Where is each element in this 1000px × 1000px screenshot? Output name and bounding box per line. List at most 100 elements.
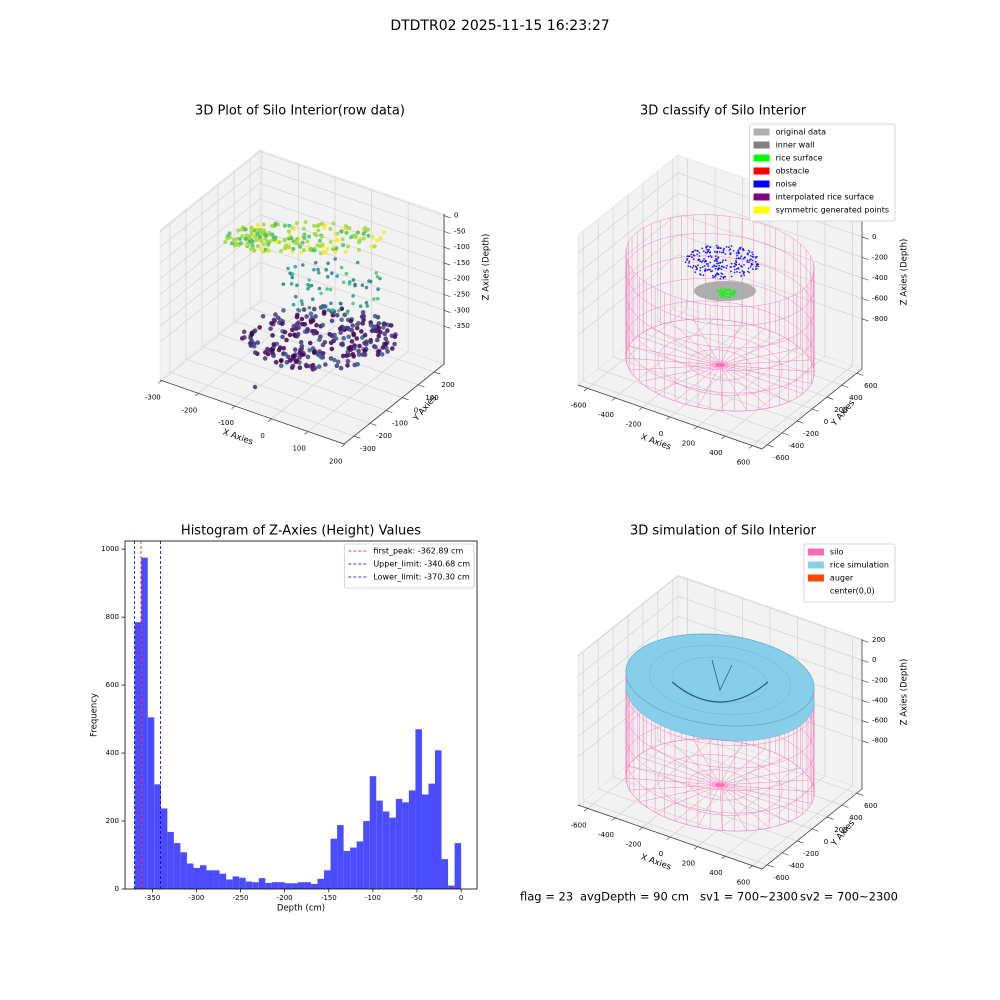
point-cloud-texture xyxy=(712,276,715,279)
point-cloud-texture xyxy=(358,304,363,309)
point-cloud-texture xyxy=(319,291,323,296)
tick-mark xyxy=(194,393,199,397)
point-cloud-texture xyxy=(389,333,395,339)
decoration xyxy=(223,220,398,390)
bar xyxy=(317,878,325,889)
bar xyxy=(284,883,292,889)
tick-mark xyxy=(638,407,643,411)
point-cloud-texture xyxy=(320,322,326,328)
silo-floor-ring xyxy=(657,334,783,396)
point-cloud-texture xyxy=(340,353,346,359)
bar xyxy=(134,622,142,889)
point-cloud-texture xyxy=(328,240,333,244)
tick-mark xyxy=(856,792,864,796)
point-cloud-texture xyxy=(375,337,380,343)
point-cloud-texture xyxy=(299,346,304,352)
point-cloud-texture xyxy=(279,248,284,253)
point-cloud-texture xyxy=(261,222,266,227)
point-cloud-texture xyxy=(729,266,732,268)
tick-label: -400 xyxy=(872,696,888,704)
panel-title: 3D Plot of Silo Interior(row data) xyxy=(195,104,405,119)
silo-floor-spoke xyxy=(719,784,770,829)
point-cloud-texture xyxy=(331,221,336,226)
point-cloud-texture xyxy=(726,293,728,296)
point-cloud-texture xyxy=(265,239,270,244)
bar xyxy=(297,882,305,889)
tick-mark xyxy=(443,310,451,313)
tick-label: -200 xyxy=(626,840,642,848)
tick-label: 400 xyxy=(849,814,862,822)
point-cloud-texture xyxy=(362,348,368,354)
point-cloud-texture xyxy=(352,346,357,351)
point-cloud-texture xyxy=(372,328,377,333)
point-cloud-texture xyxy=(720,292,723,295)
point-cloud-texture xyxy=(372,313,378,319)
tick-mark xyxy=(796,420,804,424)
bar xyxy=(441,859,449,889)
point-cloud-texture xyxy=(344,353,349,359)
point-cloud-texture xyxy=(334,363,340,369)
point-cloud-texture xyxy=(690,253,693,256)
point-cloud-texture xyxy=(372,244,377,249)
silo-floor-ring xyxy=(688,769,752,801)
point-cloud-texture xyxy=(722,249,725,252)
point-cloud-texture xyxy=(696,268,699,270)
plot-frame xyxy=(124,540,478,890)
point-cloud-texture xyxy=(724,289,727,292)
tick-mark xyxy=(861,700,869,703)
point-cloud-texture xyxy=(360,310,366,315)
point-cloud-texture xyxy=(271,342,277,347)
tick-label: 600 xyxy=(737,879,750,887)
bar xyxy=(421,794,429,889)
point-cloud-texture xyxy=(338,301,343,306)
silo-floor-spoke xyxy=(719,784,723,831)
silo-floor-spoke xyxy=(655,784,721,813)
point-cloud-texture xyxy=(249,225,254,230)
point-cloud-texture xyxy=(232,243,237,248)
grid-line xyxy=(259,230,445,295)
point-cloud-texture xyxy=(724,276,727,278)
point-cloud-texture xyxy=(340,237,345,242)
point-cloud-texture xyxy=(316,223,321,227)
bar xyxy=(186,863,194,889)
point-cloud-texture xyxy=(287,229,291,234)
tick-mark xyxy=(796,840,804,844)
tick-mark xyxy=(861,639,869,643)
point-cloud-texture xyxy=(235,236,239,241)
point-cloud-texture xyxy=(306,287,310,291)
point-cloud-texture xyxy=(282,246,287,251)
tick-label: 0 xyxy=(872,656,876,664)
tick-label: 0 xyxy=(872,233,876,241)
point-cloud-texture xyxy=(278,363,284,369)
grid-line xyxy=(598,788,783,854)
point-cloud-texture xyxy=(691,256,693,259)
tick-mark xyxy=(341,444,345,448)
point-cloud-texture xyxy=(372,297,376,301)
point-cloud-texture xyxy=(252,350,258,355)
point-cloud-texture xyxy=(707,250,709,253)
point-cloud-texture xyxy=(709,246,712,248)
point-cloud-texture xyxy=(312,248,317,253)
axis-line xyxy=(159,379,345,445)
tick-label: -200 xyxy=(626,420,642,428)
point-cloud-texture xyxy=(320,242,325,247)
point-cloud-texture xyxy=(743,264,745,266)
tick-label: -400 xyxy=(598,411,614,419)
silo-bottom-ring xyxy=(625,318,815,412)
silo-floor-spoke xyxy=(719,364,770,409)
point-cloud-texture xyxy=(743,274,746,277)
point-cloud-texture xyxy=(722,251,725,254)
point-cloud-texture xyxy=(368,323,374,328)
tick-mark xyxy=(721,435,726,440)
tick-mark xyxy=(861,659,869,663)
grid-line xyxy=(577,172,679,254)
tick-mark xyxy=(433,371,441,375)
point-cloud-texture xyxy=(715,255,717,257)
point-cloud-texture xyxy=(715,244,718,247)
tick-label: -300 xyxy=(454,306,470,314)
point-cloud-texture xyxy=(731,292,734,295)
point-cloud-texture xyxy=(713,275,716,278)
point-cloud-texture xyxy=(294,237,299,242)
grid-line xyxy=(583,380,768,446)
tick-label: -100 xyxy=(454,243,470,251)
